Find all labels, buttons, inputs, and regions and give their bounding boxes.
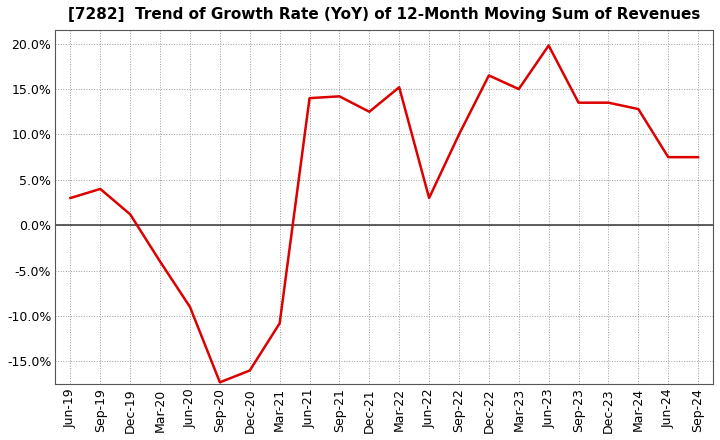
Title: [7282]  Trend of Growth Rate (YoY) of 12-Month Moving Sum of Revenues: [7282] Trend of Growth Rate (YoY) of 12-… bbox=[68, 7, 701, 22]
